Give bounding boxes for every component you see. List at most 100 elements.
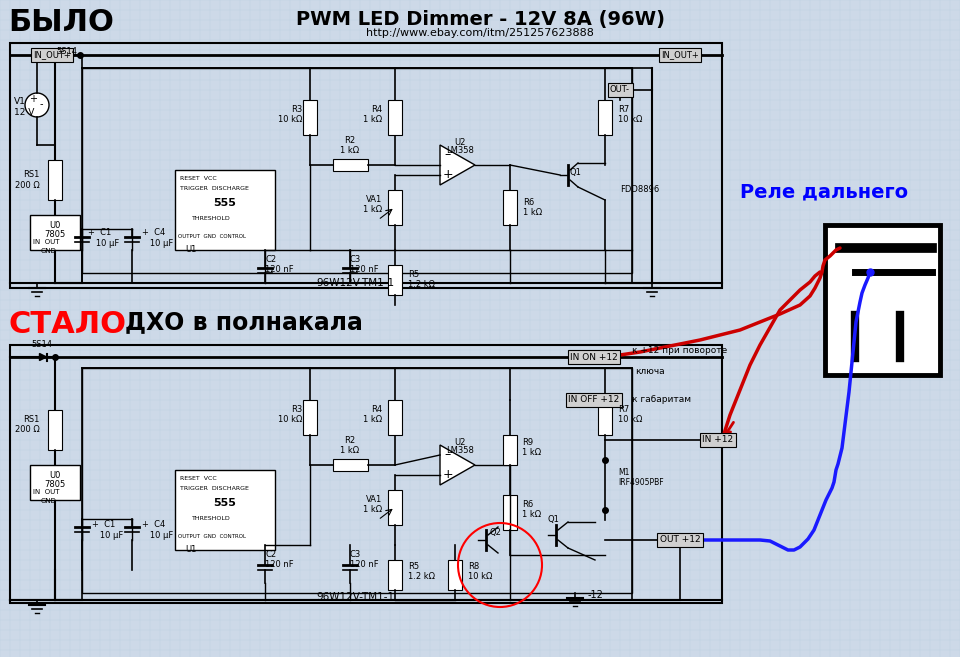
Bar (30, 465, 80, 500)
Text: 5S14: 5S14 (32, 340, 53, 349)
Text: OUTPUT  GND  CONTROL: OUTPUT GND CONTROL (178, 234, 246, 239)
Text: C3
120 nF: C3 120 nF (350, 255, 378, 275)
Text: 96W12V-TM1-1: 96W12V-TM1-1 (316, 592, 394, 602)
Bar (48, 160, 62, 200)
Text: FDD8896: FDD8896 (620, 185, 660, 194)
Polygon shape (440, 145, 475, 185)
Text: RS1
200 Ω: RS1 200 Ω (15, 415, 40, 434)
Text: +  C1
   10 μF: + C1 10 μF (92, 520, 123, 539)
Text: U1: U1 (185, 245, 197, 254)
Text: БЫЛО: БЫЛО (8, 8, 114, 37)
Text: ДХО в полнакала: ДХО в полнакала (125, 310, 363, 334)
Text: U0: U0 (49, 221, 60, 230)
Text: R4
1 kΩ: R4 1 kΩ (363, 405, 382, 424)
Text: U2: U2 (454, 438, 466, 447)
Text: -: - (39, 99, 43, 109)
Text: V1
12 V: V1 12 V (14, 97, 35, 117)
Text: PWM LED Dimmer - 12V 8A (96W): PWM LED Dimmer - 12V 8A (96W) (296, 10, 664, 29)
Text: R7
10 kΩ: R7 10 kΩ (618, 105, 642, 124)
Bar (598, 400, 612, 435)
Text: TRIGGER  DISCHARGE: TRIGGER DISCHARGE (180, 186, 249, 191)
Polygon shape (39, 353, 46, 361)
Text: 555: 555 (213, 198, 236, 208)
Text: R8
10 kΩ: R8 10 kΩ (468, 562, 492, 581)
Bar (825, 225, 940, 375)
Text: RESET  VCC: RESET VCC (180, 476, 217, 481)
Text: +  C1
   10 μF: + C1 10 μF (88, 228, 119, 248)
Text: LM358: LM358 (446, 446, 474, 455)
Text: 7805: 7805 (44, 230, 65, 239)
Bar (388, 560, 402, 590)
Bar (448, 560, 462, 590)
Text: R4
1 kΩ: R4 1 kΩ (363, 105, 382, 124)
Bar (598, 100, 612, 135)
Text: THRESHOLD: THRESHOLD (192, 516, 230, 521)
Text: –: – (444, 148, 451, 162)
Text: http://www.ebay.com/itm/251257623888: http://www.ebay.com/itm/251257623888 (366, 28, 594, 38)
Text: C2
120 nF: C2 120 nF (265, 550, 294, 570)
Polygon shape (440, 445, 475, 485)
Bar (333, 459, 368, 471)
Text: GND: GND (41, 248, 57, 254)
Text: –: – (444, 449, 451, 461)
Text: 555: 555 (213, 498, 236, 508)
Bar (82, 368, 632, 593)
Text: M1
IRF4905PBF: M1 IRF4905PBF (618, 468, 663, 487)
Bar (388, 190, 402, 225)
Text: R5
1.2 kΩ: R5 1.2 kΩ (408, 562, 435, 581)
Text: IN ON +12: IN ON +12 (570, 353, 618, 361)
Bar (503, 435, 517, 465)
Bar (503, 495, 517, 530)
Text: C2
120 nF: C2 120 nF (265, 255, 294, 275)
Text: U2: U2 (454, 138, 466, 147)
Text: C3
120 nF: C3 120 nF (350, 550, 378, 570)
Text: Q1: Q1 (570, 168, 582, 177)
Text: R6
1 kΩ: R6 1 kΩ (522, 500, 541, 520)
Text: RESET  VCC: RESET VCC (180, 176, 217, 181)
Text: Реле дальнего: Реле дальнего (740, 182, 908, 201)
Text: LM358: LM358 (446, 146, 474, 155)
Text: 5S14: 5S14 (57, 47, 78, 56)
Bar (388, 100, 402, 135)
Text: U0: U0 (49, 471, 60, 480)
Text: к +12 при повороте: к +12 при повороте (632, 346, 728, 355)
Text: IN +12: IN +12 (703, 436, 733, 445)
Bar (48, 410, 62, 450)
Text: +  C4
   10 μF: + C4 10 μF (142, 520, 173, 539)
Bar (503, 190, 517, 225)
Bar (388, 490, 402, 525)
Text: R6
1 kΩ: R6 1 kΩ (523, 198, 542, 217)
Text: U1: U1 (185, 545, 197, 554)
Text: IN OFF +12: IN OFF +12 (568, 396, 619, 405)
Bar (388, 265, 402, 295)
Text: Q2: Q2 (490, 528, 502, 537)
Text: к габаритам: к габаритам (632, 396, 691, 405)
Text: THRESHOLD: THRESHOLD (192, 216, 230, 221)
Text: OUT-: OUT- (610, 85, 630, 95)
Polygon shape (64, 51, 71, 58)
Text: IN_OUT+: IN_OUT+ (661, 51, 699, 60)
Text: +  C4
   10 μF: + C4 10 μF (142, 228, 173, 248)
Text: IN_OUT+: IN_OUT+ (34, 51, 71, 60)
Bar (82, 68, 632, 273)
Text: +: + (443, 468, 453, 482)
Text: IN  OUT: IN OUT (33, 489, 60, 495)
Text: R3
10 kΩ: R3 10 kΩ (277, 105, 302, 124)
Bar (303, 400, 317, 435)
Text: VA1
1 kΩ: VA1 1 kΩ (363, 495, 382, 514)
Text: R2
1 kΩ: R2 1 kΩ (341, 436, 360, 455)
Bar (175, 170, 275, 250)
Text: R2
1 kΩ: R2 1 kΩ (341, 135, 360, 155)
Text: R9
1 kΩ: R9 1 kΩ (522, 438, 541, 457)
Circle shape (25, 93, 49, 117)
Bar (333, 159, 368, 171)
Text: R7
10 kΩ: R7 10 kΩ (618, 405, 642, 424)
Text: -12: -12 (588, 590, 603, 600)
Text: TRIGGER  DISCHARGE: TRIGGER DISCHARGE (180, 486, 249, 491)
Text: GND: GND (41, 498, 57, 504)
Text: R3
10 kΩ: R3 10 kΩ (277, 405, 302, 424)
Text: IN  OUT: IN OUT (33, 239, 60, 245)
Text: RS1
200 Ω: RS1 200 Ω (15, 170, 40, 190)
Bar (388, 400, 402, 435)
Bar (175, 470, 275, 550)
